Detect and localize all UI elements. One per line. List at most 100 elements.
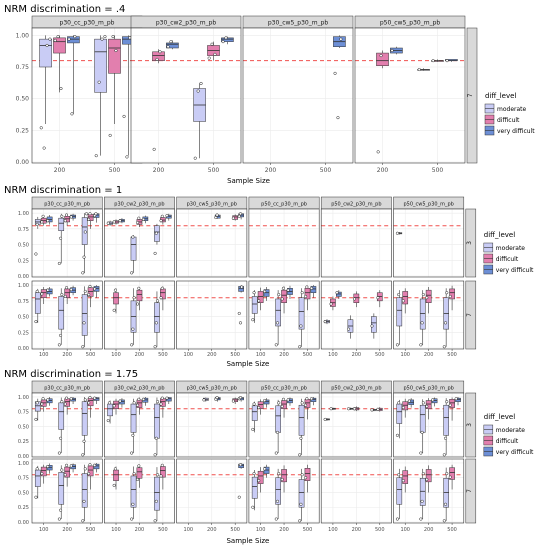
data-point [113, 467, 117, 471]
x-tick-label: 200 [279, 352, 289, 358]
data-point [107, 401, 112, 405]
data-point [93, 396, 97, 400]
x-tick-label: 500 [320, 167, 332, 174]
data-point [137, 397, 141, 401]
data-point [310, 286, 314, 290]
data-point [401, 299, 405, 303]
data-point [60, 214, 64, 218]
data-point [41, 397, 45, 401]
data-point [335, 291, 339, 295]
panel-border [104, 208, 175, 278]
x-tick-label: 500 [375, 527, 385, 533]
box-moderate [443, 404, 449, 436]
data-point [401, 406, 405, 410]
box-moderate [275, 405, 281, 433]
data-point [93, 287, 97, 291]
x-tick-label: 200 [279, 527, 289, 533]
y-tick-label: 0.50 [18, 424, 29, 430]
x-tick-label: 100 [328, 527, 338, 533]
data-point [421, 401, 425, 405]
data-point [299, 324, 303, 328]
box-moderate [130, 236, 137, 261]
box-moderate [94, 38, 107, 93]
data-point [84, 212, 89, 216]
y-tick-label: 0.00 [18, 520, 29, 526]
box-difficult [376, 52, 389, 66]
x-tick-label: 200 [265, 167, 277, 174]
x-tick-label: 500 [109, 167, 121, 174]
panel-background [131, 28, 241, 163]
panel-background [355, 28, 465, 163]
box-moderate [81, 473, 88, 508]
data-point [323, 320, 327, 324]
facet-panel: 100 200 500 [320, 458, 392, 533]
x-tick-label: 200 [62, 352, 72, 358]
data-point [376, 296, 380, 300]
box-moderate [371, 316, 377, 333]
data-point [196, 89, 200, 93]
panel-border [31, 208, 103, 278]
x-tick-label: 200 [424, 352, 434, 358]
box-moderate [396, 477, 403, 505]
data-point [156, 473, 160, 477]
facet-row-label: 7 [466, 489, 473, 493]
data-point [87, 472, 91, 476]
data-point [64, 396, 69, 400]
data-point [114, 48, 118, 53]
data-point [158, 50, 162, 54]
box-moderate [107, 403, 113, 417]
y-tick-label: 1.00 [18, 211, 29, 217]
box-moderate [81, 401, 88, 436]
data-point [81, 345, 85, 349]
data-point [67, 37, 71, 41]
data-point [100, 37, 104, 41]
facet-strip-label: p30_cw5_p30_m_pb [187, 202, 237, 208]
data-point [274, 451, 278, 455]
box-difficult [64, 466, 70, 478]
data-point [323, 417, 327, 421]
data-point [443, 502, 448, 506]
x-tick-label: 100 [400, 352, 410, 358]
chart-title: NRM discrimination = 1 [4, 185, 122, 196]
y-tick-label: 0.50 [16, 96, 30, 103]
facet-panel: 100 200 500 [393, 458, 465, 533]
box-moderate [130, 403, 137, 433]
data-point [395, 517, 399, 521]
data-point [82, 439, 86, 443]
panel-border [104, 392, 175, 458]
y-tick-label: 0.75 [18, 476, 29, 482]
y-tick-label: 0.00 [18, 274, 29, 280]
data-point [379, 54, 383, 58]
data-point [39, 126, 43, 130]
data-point [401, 479, 405, 483]
data-point [304, 476, 308, 480]
facet-strip-label: p50_cc_p30_m_pb [261, 386, 307, 392]
data-point [130, 451, 134, 455]
x-tick-label: 500 [230, 527, 240, 533]
data-point [214, 215, 218, 220]
data-point [298, 345, 302, 349]
box-difficult [257, 470, 264, 484]
x-tick-label: 100 [400, 527, 410, 533]
data-point [160, 463, 164, 467]
x-tick-label: 100 [256, 352, 266, 358]
data-point [35, 401, 39, 405]
y-tick-label: 0.25 [18, 439, 29, 445]
data-point [63, 473, 67, 477]
data-point [252, 472, 256, 476]
box-moderate [251, 296, 258, 314]
panel-border [31, 392, 103, 458]
data-point [421, 293, 425, 297]
box-difficult [402, 401, 409, 411]
data-point [257, 479, 261, 483]
facet-panel [248, 392, 320, 458]
panel-background [243, 28, 353, 163]
data-point [443, 321, 448, 325]
facet-panel: 100 200 500 [393, 280, 465, 358]
data-point [132, 296, 136, 300]
box-moderate [251, 405, 258, 421]
y-tick-label: 0.00 [16, 159, 30, 166]
data-point [34, 320, 38, 324]
box-difficult [449, 399, 455, 408]
